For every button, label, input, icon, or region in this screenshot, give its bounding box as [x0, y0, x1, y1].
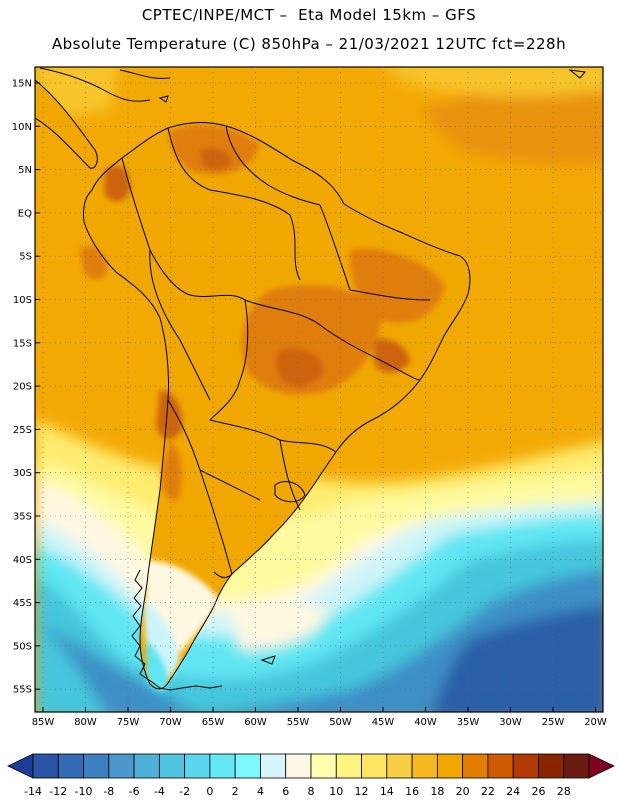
colorbar: -14 -12 -10 -8 -6 -4 -2 0 2 4 6 8 10 12 14 16 18 20 22 24 26… [7, 753, 615, 798]
lat-label: 10N [12, 122, 32, 133]
colorbar-label: -12 [49, 785, 67, 798]
lon-label: 35W [457, 717, 480, 728]
lat-label: 15N [12, 79, 32, 90]
title-line-1: CPTEC/INPE/MCT – Eta Model 15km – GFS [141, 6, 477, 24]
lon-label: 65W [202, 717, 225, 728]
colorbar-swatch [260, 753, 287, 779]
colorbar-label: 22 [481, 785, 495, 798]
temperature-field [35, 67, 603, 712]
colorbar-swatch [538, 753, 565, 779]
lon-label: 40W [414, 717, 437, 728]
colorbar-swatch [310, 753, 337, 779]
colorbar-label: -8 [103, 785, 114, 798]
longitude-labels: 85W 80W 75W 70W 65W 60W 55W 50W 45W 40W 35W 30W 25W 2… [32, 717, 607, 728]
colorbar-label: 8 [308, 785, 315, 798]
colorbar-left-arrow [7, 753, 34, 779]
lat-label: 10S [13, 295, 32, 306]
lat-label: 50S [13, 641, 32, 652]
lon-label: 45W [372, 717, 395, 728]
lon-label: 60W [244, 717, 267, 728]
lon-label: 75W [117, 717, 140, 728]
map-frame [34, 66, 604, 713]
colorbar-swatch [462, 753, 489, 779]
colorbar-swatch [158, 753, 186, 779]
lon-label: 20W [584, 717, 607, 728]
colorbar-swatch [436, 753, 464, 779]
lon-label: 55W [287, 717, 310, 728]
lat-label: 5S [19, 252, 32, 263]
lon-label: 30W [499, 717, 522, 728]
colorbar-label: 0 [206, 785, 213, 798]
colorbar-swatch [386, 753, 413, 779]
colorbar-label: 4 [257, 785, 264, 798]
colorbar-label: 10 [329, 785, 343, 798]
latitude-labels: 15N 10N 5N EQ 5S 10S 15S 20S 25S 30S 35S 40S 45S 50S 5… [12, 79, 32, 696]
colorbar-label: 16 [405, 785, 419, 798]
lat-label: 15S [13, 338, 32, 349]
colorbar-swatch [487, 753, 514, 779]
colorbar-label: 2 [232, 785, 239, 798]
lat-label: 45S [13, 598, 32, 609]
colorbar-swatch [184, 753, 211, 779]
colorbar-label: 14 [380, 785, 394, 798]
colorbar-label: 18 [430, 785, 444, 798]
colorbar-swatch [563, 753, 590, 779]
colorbar-swatch [209, 753, 236, 779]
lat-label: 35S [13, 512, 32, 523]
title-line-2: Absolute Temperature (C) 850hPa – 21/03/… [51, 35, 567, 53]
colorbar-label: -10 [75, 785, 93, 798]
lat-label: 30S [13, 468, 32, 479]
colorbar-label: -14 [24, 785, 42, 798]
colorbar-label: 24 [506, 785, 520, 798]
colorbar-swatch [57, 753, 84, 779]
gridlines [35, 67, 603, 712]
lat-label: 40S [13, 555, 32, 566]
colorbar-swatch [234, 753, 261, 779]
colorbar-swatch [83, 753, 110, 779]
colorbar-label: -6 [129, 785, 140, 798]
colorbar-swatch [32, 753, 59, 779]
lon-label: 50W [329, 717, 352, 728]
colorbar-swatch [361, 753, 388, 779]
colorbar-swatch [133, 753, 160, 779]
colorbar-label: 6 [282, 785, 289, 798]
colorbar-label: 20 [456, 785, 470, 798]
colorbar-swatch [512, 753, 539, 779]
lon-label: 80W [74, 717, 97, 728]
lon-label: 85W [32, 717, 55, 728]
colorbar-label: -4 [154, 785, 165, 798]
colorbar-label: 12 [355, 785, 369, 798]
colorbar-label: 28 [557, 785, 571, 798]
colorbar-right-arrow [588, 753, 615, 779]
colorbar-swatch [285, 753, 312, 779]
lat-label: 5N [18, 165, 32, 176]
colorbar-swatch [108, 753, 135, 779]
lon-label: 25W [542, 717, 565, 728]
lat-label: 20S [13, 382, 32, 393]
colorbar-label: 26 [531, 785, 545, 798]
colorbar-label: -2 [179, 785, 190, 798]
colorbar-swatch [411, 753, 438, 779]
lat-label: 25S [13, 425, 32, 436]
lat-label: 55S [13, 685, 32, 696]
colorbar-swatch [335, 753, 362, 779]
lat-label: EQ [18, 208, 32, 219]
lon-label: 70W [159, 717, 182, 728]
